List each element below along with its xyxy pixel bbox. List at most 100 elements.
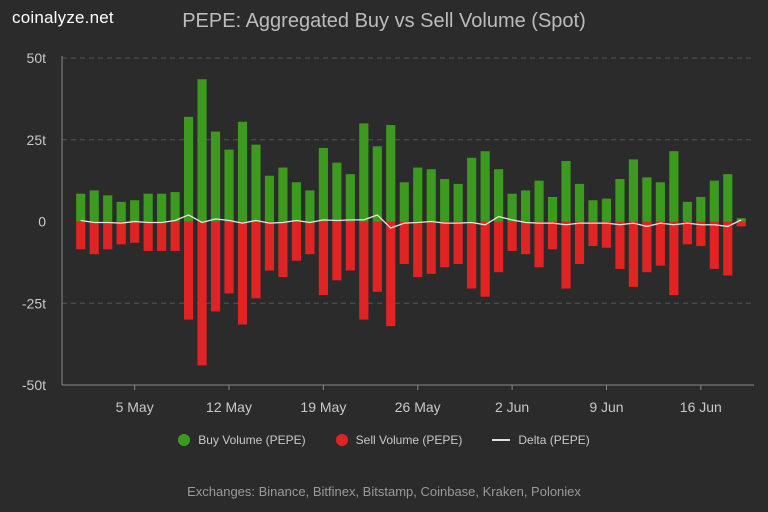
buy-bar [224, 149, 234, 222]
buy-bar [251, 144, 261, 222]
sell-bar [413, 221, 423, 278]
buy-bar [210, 131, 221, 222]
buy-bar [440, 178, 450, 222]
buy-bar [372, 146, 382, 222]
buy-bar [264, 175, 275, 222]
sell-bar [426, 221, 436, 274]
buy-bar [157, 193, 167, 222]
buy-bar [723, 174, 733, 222]
buy-bar [345, 174, 355, 222]
buy-bar [507, 193, 517, 222]
buy-bar [386, 125, 396, 222]
sell-bar [736, 221, 746, 227]
chart-title: PEPE: Aggregated Buy vs Sell Volume (Spo… [182, 10, 586, 32]
sell-bar [642, 221, 652, 273]
sell-bar [116, 221, 126, 245]
buy-bar [143, 193, 153, 222]
buy-bar [278, 167, 288, 222]
buy-bar [332, 162, 342, 222]
sell-bar [386, 221, 396, 327]
sell-bar [318, 221, 328, 296]
legend-swatch-delta [492, 439, 511, 441]
buy-bar [467, 157, 477, 222]
sell-bar [332, 221, 342, 281]
legend-item-sell[interactable]: Sell Volume (PEPE) [335, 433, 463, 447]
buy-bar [291, 182, 302, 222]
buy-bar [669, 151, 679, 222]
buy-bar [426, 169, 436, 222]
sell-bar [197, 221, 207, 366]
sell-bar [143, 221, 153, 251]
x-tick-label: 9 Jun [589, 399, 623, 415]
delta-line [80, 214, 742, 229]
sell-bar [494, 221, 504, 273]
y-tick-label: -25t [22, 295, 46, 311]
y-tick-label: 25t [27, 132, 47, 148]
sell-bar [103, 221, 113, 250]
buy-bar [318, 147, 328, 222]
sell-bar [682, 221, 692, 245]
y-tick-label: -50t [22, 377, 46, 393]
x-tick-label: 19 May [300, 399, 346, 415]
sell-bar [507, 221, 517, 251]
sell-bar [251, 221, 261, 299]
sell-bar [372, 221, 382, 292]
buy-bar [399, 182, 409, 222]
sell-bar [170, 221, 180, 251]
sell-bar [480, 221, 490, 297]
buy-bar [547, 196, 558, 222]
buy-bar [574, 183, 585, 222]
buy-bar [413, 167, 423, 222]
sell-bar [130, 221, 140, 243]
buy-bar [305, 190, 315, 222]
sell-bar [291, 221, 302, 261]
sell-bar [520, 221, 531, 255]
buy-bar [237, 121, 248, 222]
sell-bar [359, 221, 369, 320]
buy-bar [183, 116, 194, 222]
sell-bar [467, 221, 477, 289]
legend-item-delta[interactable]: Delta (PEPE) [492, 433, 590, 447]
buy-bar [696, 196, 706, 222]
buy-bar [359, 123, 369, 222]
sell-bar [237, 221, 248, 325]
buy-bar [642, 177, 652, 222]
buy-bar [494, 169, 504, 222]
legend-swatch-buy [178, 434, 191, 446]
buy-bar [480, 151, 490, 222]
x-tick-label: 12 May [206, 399, 252, 415]
sell-bar [615, 221, 625, 269]
buy-bar [76, 193, 86, 222]
buy-bar [601, 198, 612, 222]
sell-bar [453, 221, 463, 265]
legend-item-buy[interactable]: Buy Volume (PEPE) [178, 433, 306, 447]
sell-bar [210, 221, 221, 312]
brand-logo: coinalyze.net [12, 8, 114, 27]
sell-bar [588, 221, 598, 247]
buy-bar [534, 180, 544, 222]
sell-bar [183, 221, 194, 320]
sell-bar [628, 221, 639, 287]
buy-bar [682, 201, 692, 222]
sell-bar [669, 221, 679, 296]
exchanges-footnote: Exchanges: Binance, Bitfinex, Bitstamp, … [187, 484, 581, 499]
legend-label-sell: Sell Volume (PEPE) [355, 433, 463, 447]
buy-bar [453, 183, 463, 222]
sell-bar [278, 221, 288, 278]
buy-bar [561, 161, 571, 222]
sell-bar [76, 221, 86, 250]
buy-bar [736, 218, 746, 222]
buy-bar [615, 178, 625, 222]
buy-bar [588, 200, 598, 222]
sell-bar [723, 221, 733, 276]
buy-bar [89, 190, 99, 222]
sell-bar [345, 221, 355, 271]
sell-bar [574, 221, 585, 265]
sell-bar [709, 221, 719, 269]
legend-label-delta: Delta (PEPE) [518, 433, 590, 447]
sell-bar [399, 221, 409, 265]
sell-bar [264, 221, 275, 271]
sell-bar [89, 221, 99, 255]
y-tick-label: 0 [38, 214, 46, 230]
buy-bar [655, 182, 665, 222]
